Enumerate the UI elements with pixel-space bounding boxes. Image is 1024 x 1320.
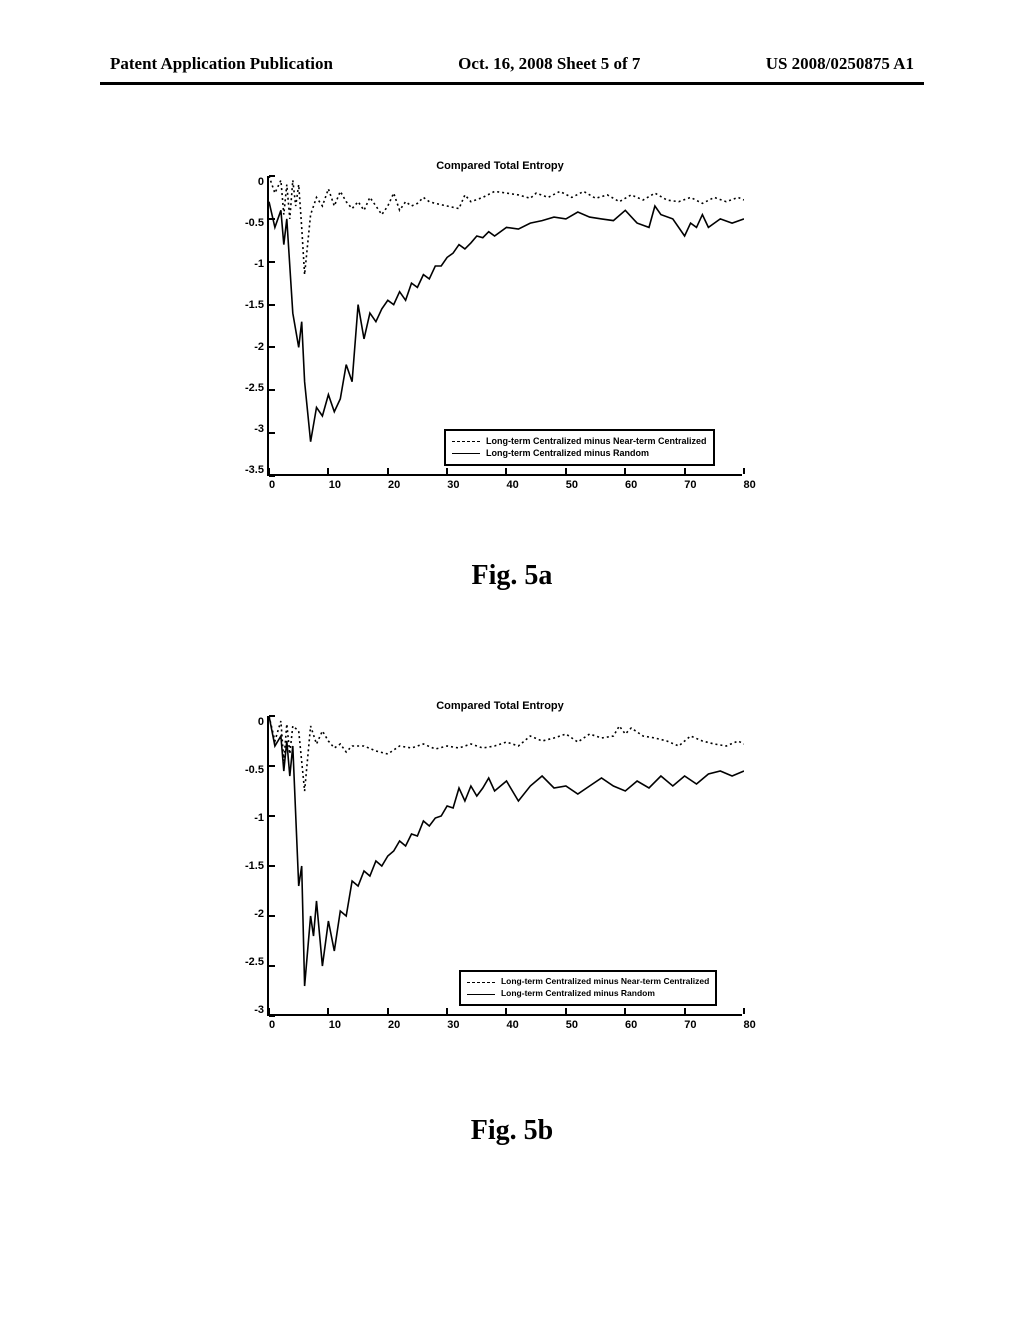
chart-a-x-labels: 0 10 20 30 40 50 60 70 80 <box>245 479 745 491</box>
x-tick-label: 70 <box>684 479 685 491</box>
chart-a-container: Compared Total Entropy 0 -0.5 -1 -1.5 -2 -2.5… <box>245 160 755 491</box>
legend-row: Long-term Centralized minus Near-term Ce… <box>467 976 709 988</box>
chart-a-legend: Long-term Centralized minus Near-term Ce… <box>444 429 715 466</box>
header-right: US 2008/0250875 A1 <box>766 54 914 74</box>
chart-b-x-labels: 0 10 20 30 40 50 60 70 80 <box>245 1019 745 1031</box>
x-tick-label: 30 <box>447 1019 448 1031</box>
chart-a-plot: Long-term Centralized minus Near-term Ce… <box>267 176 742 476</box>
chart-a-y-labels: 0 -0.5 -1 -1.5 -2 -2.5 -3 -3.5 <box>245 176 267 476</box>
y-tick-label: -2.5 <box>245 382 264 394</box>
x-tick-label: 20 <box>388 1019 389 1031</box>
chart-b-y-labels: 0 -0.5 -1 -1.5 -2 -2.5 -3 <box>245 716 267 1016</box>
figure-caption-a: Fig. 5a <box>0 560 1024 592</box>
x-tick-label: 40 <box>507 1019 508 1031</box>
x-tick-label: 0 <box>269 479 270 491</box>
x-tick-label: 10 <box>329 479 330 491</box>
legend-label: Long-term Centralized minus Near-term Ce… <box>486 435 707 448</box>
x-tick-label: 0 <box>269 1019 270 1031</box>
chart-b-title: Compared Total Entropy <box>245 700 755 712</box>
legend-line-icon <box>467 982 495 983</box>
y-tick-label: 0 <box>258 176 264 188</box>
x-tick-label: 80 <box>744 479 745 491</box>
chart-a-title: Compared Total Entropy <box>245 160 755 172</box>
y-tick-label: -0.5 <box>245 764 264 776</box>
x-tick-label: 80 <box>744 1019 745 1031</box>
x-tick-label: 20 <box>388 479 389 491</box>
legend-row: Long-term Centralized minus Random <box>467 988 709 1000</box>
header-left: Patent Application Publication <box>110 54 333 74</box>
legend-line-icon <box>452 453 480 454</box>
x-tick-label: 60 <box>625 479 626 491</box>
y-tick-label: -0.5 <box>245 217 264 229</box>
y-tick-label: 0 <box>258 716 264 728</box>
x-tick-label: 70 <box>684 1019 685 1031</box>
x-tick-label: 10 <box>329 1019 330 1031</box>
x-tick-label: 50 <box>566 479 567 491</box>
y-tick-label: -3 <box>254 1004 264 1016</box>
x-tick-label: 60 <box>625 1019 626 1031</box>
page-header: Patent Application Publication Oct. 16, … <box>0 54 1024 74</box>
legend-label: Long-term Centralized minus Random <box>486 447 649 460</box>
chart-b-container: Compared Total Entropy 0 -0.5 -1 -1.5 -2 -2.5… <box>245 700 755 1031</box>
legend-line-icon <box>467 994 495 995</box>
legend-row: Long-term Centralized minus Random <box>452 447 707 460</box>
legend-label: Long-term Centralized minus Random <box>501 988 655 1000</box>
y-tick-label: -1 <box>254 258 264 270</box>
y-tick-label: -1.5 <box>245 860 264 872</box>
y-tick-label: -3.5 <box>245 464 264 476</box>
figure-caption-b: Fig. 5b <box>0 1115 1024 1147</box>
y-tick-label: -3 <box>254 423 264 435</box>
y-tick-label: -2.5 <box>245 956 264 968</box>
chart-b-legend: Long-term Centralized minus Near-term Ce… <box>459 970 717 1006</box>
header-middle: Oct. 16, 2008 Sheet 5 of 7 <box>458 54 640 74</box>
header-rule <box>100 82 924 85</box>
y-tick-label: -2 <box>254 908 264 920</box>
legend-line-icon <box>452 441 480 442</box>
y-tick-label: -2 <box>254 341 264 353</box>
x-tick-label: 50 <box>566 1019 567 1031</box>
x-tick-label: 30 <box>447 479 448 491</box>
y-tick-label: -1 <box>254 812 264 824</box>
chart-b-plot: Long-term Centralized minus Near-term Ce… <box>267 716 742 1016</box>
x-tick-label: 40 <box>507 479 508 491</box>
legend-label: Long-term Centralized minus Near-term Ce… <box>501 976 709 988</box>
y-tick-label: -1.5 <box>245 299 264 311</box>
legend-row: Long-term Centralized minus Near-term Ce… <box>452 435 707 448</box>
